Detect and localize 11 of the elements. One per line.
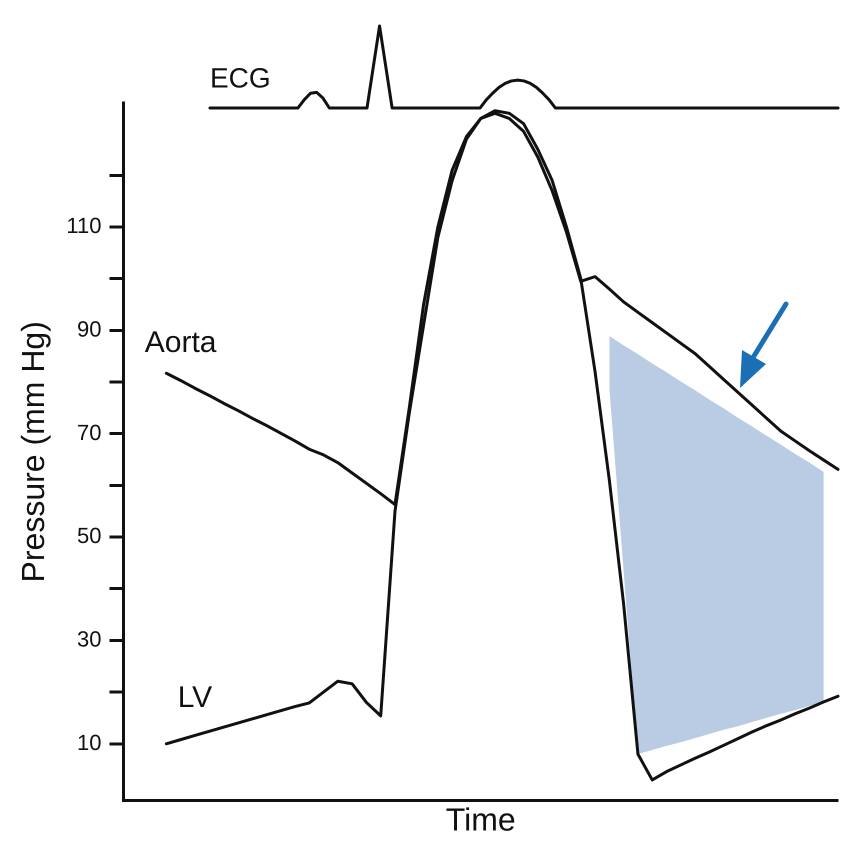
y-tick-label: 90 (76, 316, 102, 342)
y-tick-label: 70 (76, 420, 102, 445)
y-tick-label: 30 (76, 626, 102, 652)
y-axis-title: Pressure (mm Hg) (15, 321, 52, 582)
series-label: ECG (210, 62, 271, 94)
y-tick-label: 110 (66, 213, 102, 238)
y-tick-label: 50 (76, 523, 102, 548)
series-label: LV (178, 680, 212, 714)
x-axis-title: Time (446, 802, 516, 838)
series-label: Aorta (144, 326, 217, 359)
y-tick-label: 10 (76, 730, 102, 755)
